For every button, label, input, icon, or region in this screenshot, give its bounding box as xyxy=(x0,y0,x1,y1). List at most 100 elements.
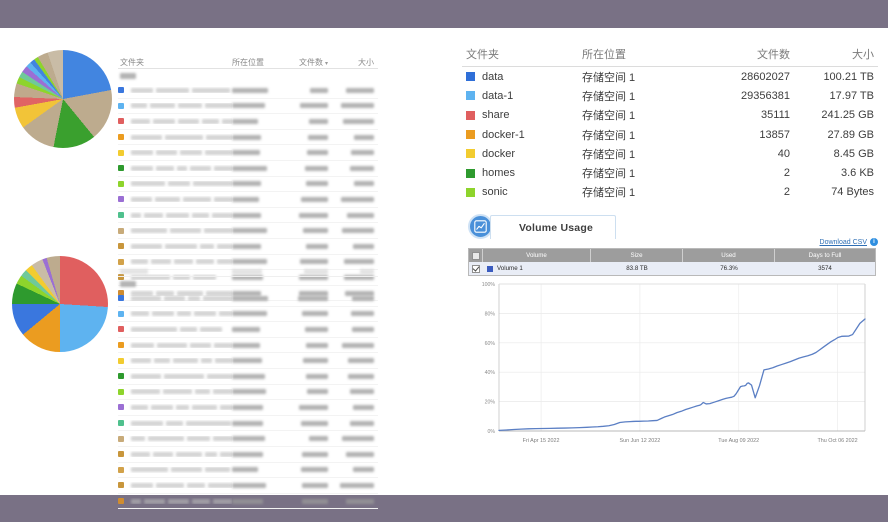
table-row[interactable] xyxy=(118,223,378,239)
row-color-swatch xyxy=(118,311,124,317)
table-row[interactable] xyxy=(118,322,378,338)
table-row[interactable] xyxy=(118,400,378,416)
table-row[interactable] xyxy=(118,307,378,323)
row-count-cell: 40 xyxy=(686,148,790,160)
info-icon[interactable]: i xyxy=(870,238,878,246)
table-row[interactable]: data 存储空间 1 28602027 100.21 TB xyxy=(462,67,878,86)
col-folder-2[interactable] xyxy=(118,267,232,276)
row-location-cell xyxy=(232,197,284,202)
grid-header-volume[interactable]: Volume xyxy=(483,249,591,262)
row-folder-cell xyxy=(118,118,232,124)
row-color-swatch xyxy=(118,134,124,140)
row-count-cell xyxy=(284,483,328,488)
row-size-cell xyxy=(328,150,378,155)
col-location[interactable]: 所在位置 xyxy=(232,57,284,68)
svg-text:60%: 60% xyxy=(485,341,496,347)
row-location-cell xyxy=(232,213,284,218)
table-row[interactable] xyxy=(118,338,378,354)
table-row[interactable] xyxy=(118,192,378,208)
row-folder-cell xyxy=(118,243,232,249)
row-color-swatch xyxy=(118,87,124,93)
table-row[interactable] xyxy=(118,145,378,161)
row-count-cell xyxy=(284,228,328,233)
table-row[interactable] xyxy=(118,177,378,193)
row-location-cell xyxy=(232,421,284,426)
table-row[interactable] xyxy=(118,291,378,307)
table-row[interactable] xyxy=(118,83,378,99)
table-row[interactable] xyxy=(118,161,378,177)
row-size-cell xyxy=(328,296,378,301)
header-file-count[interactable]: 文件数 xyxy=(686,46,790,62)
row-size-cell xyxy=(328,343,378,348)
row-color-swatch xyxy=(466,72,475,81)
row-folder-cell xyxy=(118,498,232,504)
download-csv-link[interactable]: Download CSV xyxy=(820,239,867,246)
row-color-swatch xyxy=(118,420,124,426)
tab-volume-usage[interactable]: Volume Usage xyxy=(490,215,616,239)
col-file-count-2[interactable] xyxy=(284,267,328,276)
row-volume-cell: Volume 1 xyxy=(483,265,591,272)
header-folder[interactable]: 文件夹 xyxy=(462,46,582,62)
row-count-cell xyxy=(284,119,328,124)
table-row[interactable]: docker-1 存储空间 1 13857 27.89 GB xyxy=(462,125,878,144)
row-color-swatch xyxy=(118,165,124,171)
select-all-checkbox[interactable] xyxy=(472,252,480,260)
row-color-swatch xyxy=(118,358,124,364)
row-color-swatch xyxy=(118,451,124,457)
row-location-cell xyxy=(232,467,284,472)
table-row[interactable] xyxy=(118,447,378,463)
table-row[interactable] xyxy=(118,416,378,432)
row-select-cell[interactable] xyxy=(469,265,483,273)
table-row[interactable]: data-1 存储空间 1 29356381 17.97 TB xyxy=(462,86,878,105)
row-folder-cell xyxy=(118,311,232,317)
table-row[interactable] xyxy=(118,130,378,146)
row-size-cell: 17.97 TB xyxy=(790,90,878,102)
table-row[interactable]: share 存储空间 1 35111 241.25 GB xyxy=(462,106,878,125)
table-row[interactable] xyxy=(118,99,378,115)
select-all-cell[interactable] xyxy=(469,249,483,262)
row-count-cell xyxy=(284,343,328,348)
table-row[interactable] xyxy=(118,353,378,369)
table-row[interactable]: sonic 存储空间 1 2 74 Bytes xyxy=(462,183,878,202)
row-folder-cell: sonic xyxy=(462,186,582,198)
table-row[interactable] xyxy=(118,369,378,385)
header-location[interactable]: 所在位置 xyxy=(582,46,686,62)
row-size-cell xyxy=(328,499,378,504)
row-folder-cell xyxy=(118,150,232,156)
row-color-swatch xyxy=(466,149,475,158)
col-location-2[interactable] xyxy=(232,267,284,276)
grid-header-used[interactable]: Used xyxy=(683,249,775,262)
row-folder-cell xyxy=(118,165,232,171)
grid-header-days-to-full[interactable]: Days to Full xyxy=(775,249,875,262)
row-folder-cell xyxy=(118,358,232,364)
row-size-cell xyxy=(328,358,378,363)
row-checkbox[interactable] xyxy=(472,265,480,273)
row-size-cell: 8.45 GB xyxy=(790,148,878,160)
col-file-count[interactable]: 文件数 ▾ xyxy=(284,57,328,68)
table-row[interactable] xyxy=(118,494,378,510)
table-row[interactable]: homes 存储空间 1 2 3.6 KB xyxy=(462,163,878,182)
table-row[interactable] xyxy=(118,208,378,224)
row-count-cell xyxy=(284,197,328,202)
row-color-swatch xyxy=(118,196,124,202)
col-size[interactable]: 大小 xyxy=(328,57,378,68)
table-row[interactable]: docker 存储空间 1 40 8.45 GB xyxy=(462,144,878,163)
volume-grid-row[interactable]: Volume 1 83.8 TB 76.3% 3574 xyxy=(469,262,875,275)
table-row[interactable] xyxy=(118,478,378,494)
table-row[interactable] xyxy=(118,431,378,447)
row-location-cell xyxy=(232,343,284,348)
header-size[interactable]: 大小 xyxy=(790,46,878,62)
col-folder[interactable]: 文件夹 xyxy=(118,57,232,68)
svg-text:Sun Jun 12 2022: Sun Jun 12 2022 xyxy=(620,438,661,444)
table-row[interactable] xyxy=(118,385,378,401)
table-row[interactable] xyxy=(118,239,378,255)
row-folder-cell xyxy=(118,87,232,93)
table-row[interactable] xyxy=(118,114,378,130)
col-size-2[interactable] xyxy=(328,267,378,276)
pie-chart-bottom xyxy=(12,256,108,352)
row-folder-name: docker xyxy=(482,148,515,160)
row-count-cell: 35111 xyxy=(686,109,790,121)
row-size-cell xyxy=(328,166,378,171)
grid-header-size[interactable]: Size xyxy=(591,249,683,262)
table-row[interactable] xyxy=(118,463,378,479)
